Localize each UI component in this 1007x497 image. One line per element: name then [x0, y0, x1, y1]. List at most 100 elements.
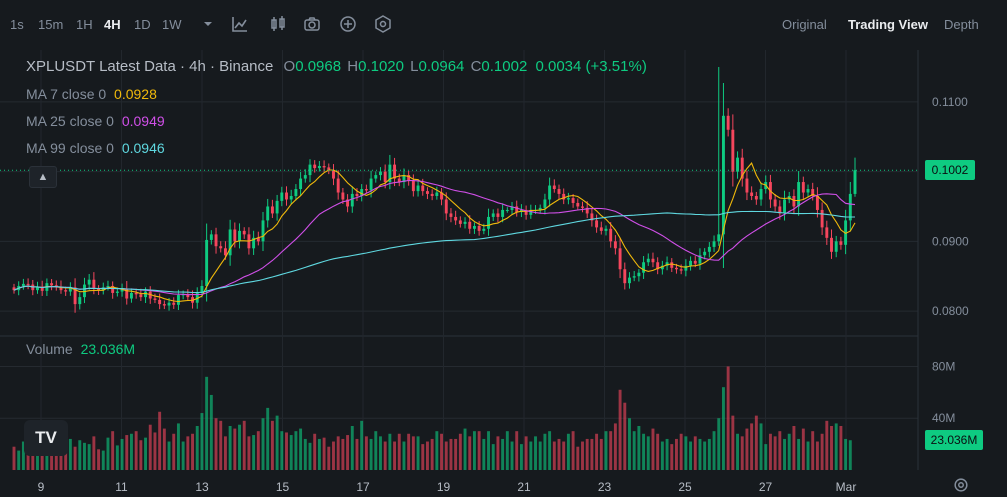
timeframe-1d[interactable]: 1D — [134, 17, 151, 32]
price-tick-label: 0.0800 — [932, 304, 969, 318]
candle — [31, 279, 35, 296]
timeframe-4h[interactable]: 4H — [104, 17, 121, 32]
collapse-legend-button[interactable]: ▲ — [29, 166, 57, 188]
candle-body — [444, 199, 448, 214]
volume-bar — [585, 438, 589, 470]
candle-body — [21, 283, 25, 286]
candle — [313, 160, 317, 173]
candle — [590, 208, 594, 227]
volume-tick-label: 80M — [932, 359, 955, 373]
gear-icon[interactable] — [952, 476, 970, 494]
candle — [472, 222, 476, 234]
timeframe-1s[interactable]: 1s — [10, 17, 24, 32]
volume-bar — [463, 428, 467, 470]
volume-bar — [562, 441, 566, 470]
candle-body — [59, 286, 63, 291]
candle — [595, 214, 599, 233]
ma25-label: MA 25 close 0 — [26, 113, 114, 129]
time-tick-label: 27 — [759, 480, 773, 494]
close-label: C — [470, 58, 482, 75]
timeframe-1h[interactable]: 1H — [76, 17, 93, 32]
candle-body — [562, 193, 566, 200]
add-indicator-icon[interactable] — [338, 14, 358, 34]
candle-body — [350, 193, 354, 207]
candle-body — [430, 193, 434, 196]
volume-bar — [78, 440, 82, 470]
volume-bar — [768, 433, 772, 470]
volume-bar — [148, 424, 152, 470]
candle — [548, 177, 552, 207]
volume-bar — [261, 418, 265, 470]
candle-body — [402, 175, 406, 183]
volume-bar — [660, 441, 664, 470]
candle-body — [689, 260, 693, 266]
volume-bar — [449, 438, 453, 470]
high-label: H — [347, 58, 359, 75]
candle — [73, 278, 77, 313]
candle-body — [590, 213, 594, 221]
volume-bar — [679, 433, 683, 470]
volume-bar — [266, 407, 270, 470]
volume-bar — [275, 415, 279, 470]
volume-bar — [721, 387, 725, 470]
view-depth[interactable]: Depth — [944, 17, 979, 32]
axes: 0.0800 0.0900 0.1100 40M 80M 9 11 13 15 17 19 21 23 2… — [0, 95, 969, 494]
volume-bar — [811, 431, 815, 470]
volume-bar — [477, 431, 481, 470]
candle-body — [736, 157, 739, 172]
candle-body — [524, 209, 528, 215]
volume-bar — [435, 431, 439, 470]
candle — [773, 194, 777, 212]
view-original[interactable]: Original — [782, 17, 827, 32]
volume-bar — [552, 441, 556, 470]
candle — [679, 264, 683, 275]
candle-body — [717, 234, 721, 242]
price-chart[interactable]: 0.0800 0.0900 0.1100 40M 80M 9 11 13 15 17 19 21 23 2… — [0, 50, 1007, 497]
volume-bar — [45, 446, 49, 470]
time-tick-label: 21 — [517, 480, 531, 494]
candle-body — [299, 178, 303, 190]
timeframe-15m[interactable]: 15m — [38, 17, 64, 32]
volume-bar — [557, 438, 561, 470]
candles-icon[interactable] — [268, 14, 288, 34]
volume-bar — [256, 431, 260, 470]
candle-body — [186, 294, 190, 298]
camera-icon[interactable] — [302, 14, 322, 34]
volume-bar — [491, 444, 495, 470]
candle — [158, 293, 162, 310]
line-chart-icon[interactable] — [230, 14, 250, 34]
volume-bar — [186, 436, 190, 470]
ma7-legend: MA 7 close 0 0.0928 — [26, 86, 157, 102]
moving-averages — [13, 162, 856, 303]
volume-bar — [698, 438, 702, 470]
settings-hex-icon[interactable] — [373, 14, 393, 34]
candle — [289, 189, 293, 204]
candle — [233, 222, 237, 248]
volume-bar — [115, 445, 119, 470]
candle-body — [642, 262, 646, 273]
candle — [402, 168, 406, 189]
candle-body — [64, 290, 68, 292]
candle-body — [219, 246, 223, 249]
volume-bar — [83, 442, 86, 470]
volume-bar — [195, 426, 199, 470]
volume-bar — [566, 433, 570, 470]
candle — [463, 217, 467, 229]
time-tick-label: 11 — [115, 480, 128, 494]
candle-body — [322, 166, 326, 168]
volume-bar — [468, 436, 472, 470]
candle — [726, 108, 730, 137]
candle-body — [78, 297, 82, 305]
candle-body — [440, 192, 444, 200]
candle — [834, 235, 838, 258]
timeframe-1w[interactable]: 1W — [162, 17, 182, 32]
candle-body — [327, 167, 331, 171]
candle — [21, 278, 25, 290]
candle-body — [759, 189, 763, 200]
candle — [613, 235, 617, 255]
chevron-down-icon[interactable] — [198, 14, 218, 34]
volume-bar — [393, 441, 397, 470]
candle — [374, 171, 378, 183]
view-trading-view[interactable]: Trading View — [848, 17, 928, 32]
candle — [585, 201, 589, 219]
